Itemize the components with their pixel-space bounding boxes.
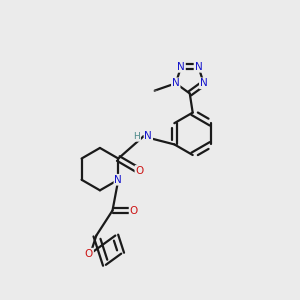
Text: methyl: methyl <box>153 89 158 91</box>
Text: N: N <box>194 62 202 72</box>
Text: O: O <box>135 166 144 176</box>
Text: O: O <box>85 249 93 259</box>
Text: H: H <box>134 132 140 141</box>
Text: N: N <box>172 78 180 88</box>
Text: O: O <box>130 206 138 215</box>
Text: N: N <box>200 78 208 88</box>
Text: N: N <box>177 62 185 72</box>
Text: N: N <box>114 175 122 185</box>
Text: N: N <box>145 131 152 142</box>
